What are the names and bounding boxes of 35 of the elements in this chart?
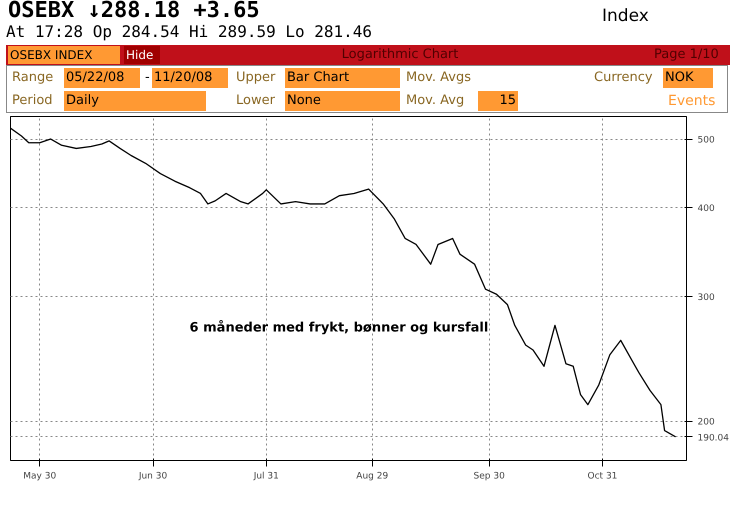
y-tick-label: 400	[698, 204, 715, 214]
y-tick-label: 500	[698, 136, 715, 146]
text: Period	[11, 92, 54, 110]
x-tick-label: Jun 30	[138, 472, 168, 482]
text: Hide	[124, 46, 160, 64]
text: 05/22/08	[64, 68, 140, 88]
chart-subtitle: At 17:28 Op 284.54 Hi 289.59 Lo 281.46	[6, 22, 372, 41]
text: 11/20/08	[152, 68, 228, 88]
x-tick-label: Oct 31	[588, 472, 618, 482]
y-tick-label: 190.04	[698, 433, 730, 444]
text: Daily	[64, 91, 206, 111]
text: Index	[601, 6, 650, 26]
text: Lower	[235, 92, 276, 110]
text: Logarithmic Chart	[340, 46, 460, 64]
y-tick-label: 200	[698, 418, 715, 428]
text: NOK	[663, 68, 713, 88]
text: OSEBX INDEX	[8, 46, 120, 64]
text: Bar Chart	[285, 68, 400, 88]
text: Mov. Avg	[405, 92, 466, 110]
x-tick-label: May 30	[23, 472, 56, 482]
text: -	[144, 69, 151, 87]
text: None	[285, 91, 400, 111]
text: Page 1/10	[653, 46, 720, 64]
text: Upper	[235, 69, 276, 87]
y-tick-label: 300	[698, 292, 715, 303]
text: Currency	[593, 69, 654, 87]
text: Range	[11, 69, 54, 87]
chart-title: OSEBX ↓288.18 +3.65	[8, 0, 260, 23]
text: Events	[667, 92, 716, 111]
x-tick-label: Jul 31	[252, 472, 279, 482]
x-tick-label: Sep 30	[474, 472, 506, 482]
annotation: 6 måneder med frykt, bønner og kursfall	[190, 320, 488, 336]
text: Mov. Avgs	[405, 69, 472, 87]
text: 15	[478, 91, 518, 111]
x-tick-label: Aug 29	[356, 472, 388, 482]
